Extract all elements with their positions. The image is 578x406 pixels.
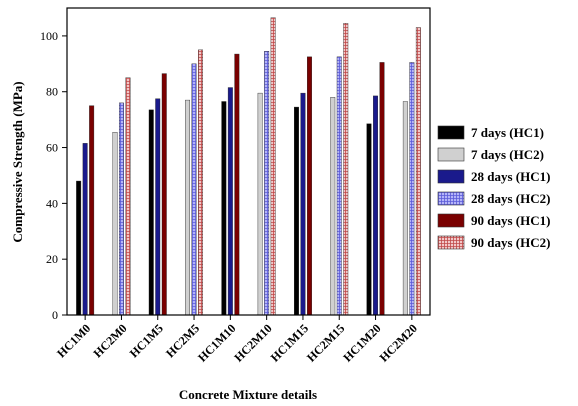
bar [294, 106, 299, 316]
y-axis-title: Compressive Strength (MPa) [10, 81, 25, 242]
bar [221, 101, 227, 316]
x-category-label: HC2M10 [231, 321, 274, 364]
x-category-label: HC2M15 [304, 321, 347, 364]
bar [125, 77, 131, 316]
legend-swatch [437, 235, 465, 250]
x-category-label: HC1M20 [340, 321, 383, 364]
bar [161, 73, 167, 316]
bar [415, 27, 421, 316]
legend-swatch [437, 147, 465, 162]
x-category-label: HC2M20 [377, 321, 420, 364]
legend-swatch [437, 125, 465, 140]
bar [89, 105, 95, 316]
legend-label: 90 days (HC2) [471, 235, 550, 250]
bar [198, 49, 204, 316]
x-category-label: HC1M5 [127, 321, 166, 360]
x-axis-title: Concrete Mixture details [179, 387, 317, 402]
bar [82, 143, 88, 316]
y-tick-label: 20 [46, 252, 58, 266]
bar [234, 53, 240, 316]
plot-frame [66, 7, 431, 316]
bar [409, 62, 415, 316]
bar [155, 98, 161, 316]
bar [112, 131, 118, 316]
y-tick-label: 0 [52, 308, 58, 322]
legend-label: 28 days (HC1) [471, 169, 550, 184]
bar [379, 62, 385, 316]
bar [257, 92, 263, 316]
bar [366, 123, 372, 316]
bar [402, 101, 408, 316]
bar [264, 51, 270, 316]
x-category-label: HC1M10 [195, 321, 238, 364]
y-tick-label: 80 [46, 85, 58, 99]
bar [227, 87, 233, 316]
bar [185, 99, 191, 316]
x-category-label: HC2M0 [90, 321, 129, 360]
bars-layer [76, 17, 421, 316]
bar [343, 23, 349, 316]
bar [270, 17, 276, 316]
bar [300, 92, 306, 316]
bar [330, 97, 336, 316]
y-tick-label: 60 [46, 141, 58, 155]
bar [307, 56, 312, 316]
x-axis-categories: HC1M0HC2M0HC1M5HC2M5HC1M10HC2M10HC1M15HC… [54, 315, 420, 365]
bar [336, 56, 342, 316]
bar [76, 180, 82, 316]
bar [148, 109, 154, 316]
legend-swatch [437, 191, 465, 206]
x-category-label: HC1M0 [54, 321, 93, 360]
x-category-label: HC1M15 [268, 321, 311, 364]
legend-label: 7 days (HC2) [471, 147, 544, 162]
y-tick-label: 100 [40, 29, 58, 43]
bar [191, 63, 197, 316]
legend: 7 days (HC1) 7 days (HC2) 28 days (HC1) 28 … [437, 125, 550, 250]
legend-swatch [437, 169, 465, 184]
bar [373, 95, 378, 316]
legend-label: 90 days (HC1) [471, 213, 550, 228]
bar [118, 102, 124, 316]
legend-label: 28 days (HC2) [471, 191, 550, 206]
legend-swatch [437, 213, 465, 228]
legend-label: 7 days (HC1) [471, 125, 544, 140]
y-axis-ticks: 0 20 40 60 80 100 [40, 29, 67, 322]
y-tick-label: 40 [46, 196, 58, 210]
